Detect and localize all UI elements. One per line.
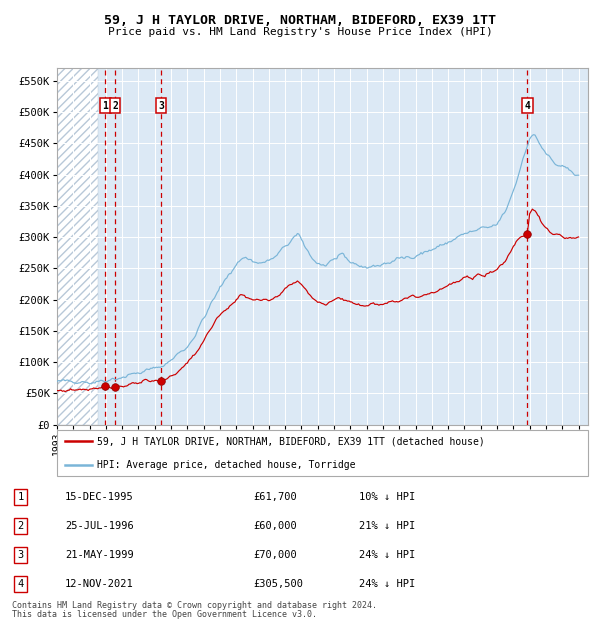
Text: £305,500: £305,500 [253,579,303,589]
Text: 59, J H TAYLOR DRIVE, NORTHAM, BIDEFORD, EX39 1TT: 59, J H TAYLOR DRIVE, NORTHAM, BIDEFORD,… [104,14,496,27]
Text: 4: 4 [524,100,530,110]
Text: Price paid vs. HM Land Registry's House Price Index (HPI): Price paid vs. HM Land Registry's House … [107,27,493,37]
Text: HPI: Average price, detached house, Torridge: HPI: Average price, detached house, Torr… [97,459,355,469]
Text: £60,000: £60,000 [253,521,297,531]
Text: Contains HM Land Registry data © Crown copyright and database right 2024.: Contains HM Land Registry data © Crown c… [12,601,377,611]
Text: £70,000: £70,000 [253,550,297,560]
Text: 24% ↓ HPI: 24% ↓ HPI [359,550,415,560]
Text: 1: 1 [17,492,24,502]
Text: 21% ↓ HPI: 21% ↓ HPI [359,521,415,531]
Text: 59, J H TAYLOR DRIVE, NORTHAM, BIDEFORD, EX39 1TT (detached house): 59, J H TAYLOR DRIVE, NORTHAM, BIDEFORD,… [97,436,485,446]
Text: 25-JUL-1996: 25-JUL-1996 [65,521,134,531]
Text: 24% ↓ HPI: 24% ↓ HPI [359,579,415,589]
Text: 1: 1 [102,100,108,110]
Text: 3: 3 [17,550,24,560]
Text: 12-NOV-2021: 12-NOV-2021 [65,579,134,589]
Text: 15-DEC-1995: 15-DEC-1995 [65,492,134,502]
Text: This data is licensed under the Open Government Licence v3.0.: This data is licensed under the Open Gov… [12,610,317,619]
Text: 4: 4 [17,579,24,589]
Text: £61,700: £61,700 [253,492,297,502]
Text: 2: 2 [17,521,24,531]
Text: 21-MAY-1999: 21-MAY-1999 [65,550,134,560]
FancyBboxPatch shape [57,430,588,476]
Text: 10% ↓ HPI: 10% ↓ HPI [359,492,415,502]
Bar [57,68,98,425]
Text: 2: 2 [112,100,118,110]
Text: 3: 3 [158,100,164,110]
